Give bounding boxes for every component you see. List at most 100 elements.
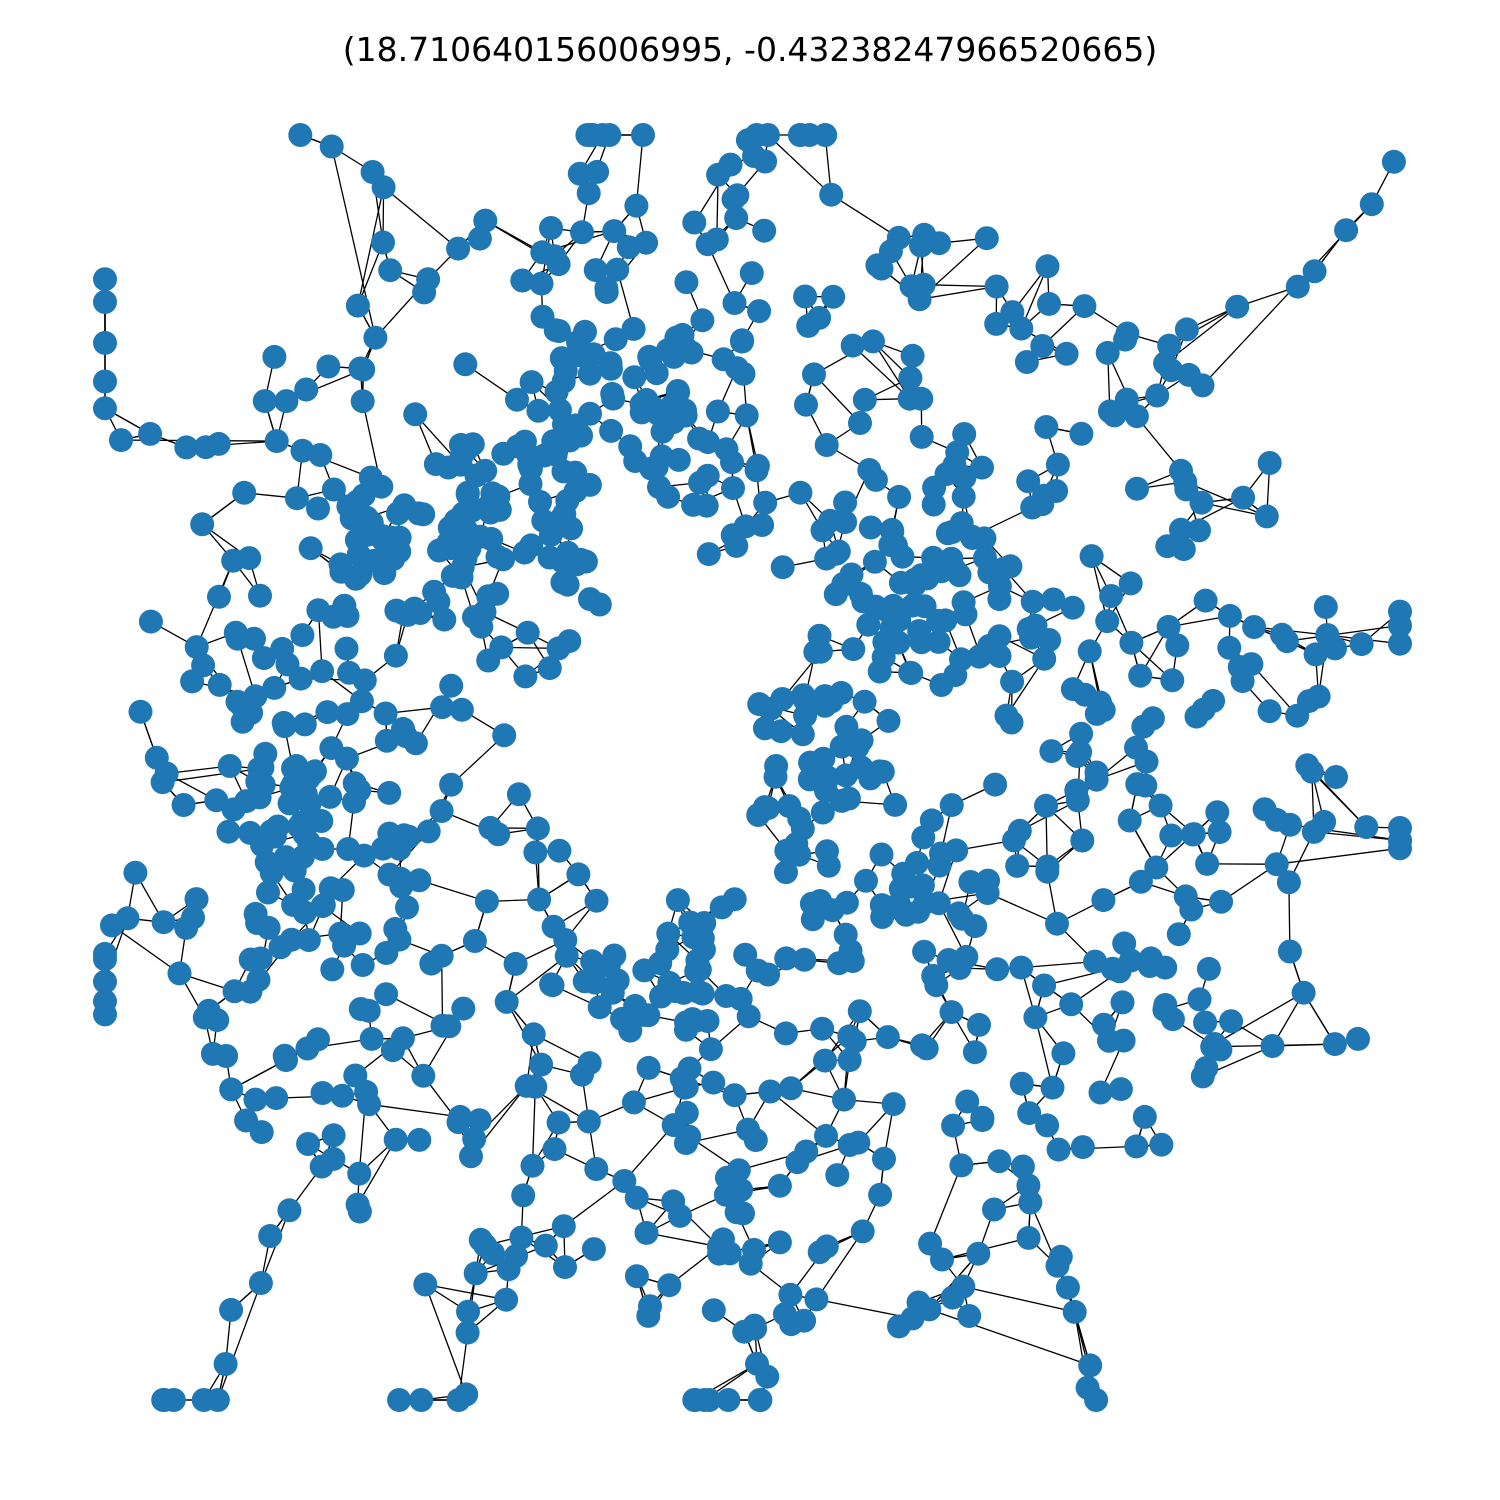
graph-node bbox=[270, 636, 295, 661]
graph-node bbox=[792, 947, 817, 972]
graph-node bbox=[315, 700, 340, 725]
graph-node bbox=[582, 970, 607, 995]
graph-node bbox=[600, 980, 625, 1005]
graph-node bbox=[721, 476, 745, 501]
graph-node bbox=[730, 329, 754, 354]
graph-edge bbox=[987, 892, 1058, 925]
graph-node bbox=[829, 734, 854, 759]
graph-node bbox=[958, 870, 983, 894]
graph-node bbox=[800, 907, 825, 932]
graph-node bbox=[509, 1225, 534, 1250]
graph-node bbox=[636, 1303, 661, 1328]
graph-edge bbox=[217, 1282, 262, 1401]
graph-node bbox=[974, 226, 999, 251]
graph-node bbox=[998, 554, 1023, 579]
graph-node bbox=[1242, 615, 1267, 639]
graph-node bbox=[296, 928, 321, 953]
graph-node bbox=[778, 1076, 803, 1101]
graph-node bbox=[450, 519, 475, 544]
graph-node bbox=[1099, 584, 1124, 608]
graph-node bbox=[656, 921, 681, 946]
graph-node bbox=[767, 1173, 792, 1198]
graph-edge bbox=[815, 1231, 864, 1300]
graph-node bbox=[1059, 992, 1084, 1017]
graph-node bbox=[463, 1261, 488, 1286]
graph-node bbox=[526, 398, 551, 423]
graph-node bbox=[294, 377, 319, 402]
graph-node bbox=[1108, 1077, 1133, 1102]
graph-node bbox=[752, 716, 777, 741]
graph-node bbox=[1037, 628, 1062, 652]
graph-node bbox=[774, 946, 799, 971]
graph-node bbox=[1002, 828, 1026, 853]
graph-node bbox=[216, 819, 241, 844]
graph-node bbox=[900, 343, 925, 368]
graph-node bbox=[772, 1302, 797, 1327]
graph-node bbox=[93, 969, 117, 994]
graph-node bbox=[622, 365, 647, 390]
graph-node bbox=[814, 546, 839, 571]
graph-node bbox=[858, 515, 883, 540]
graph-node bbox=[1048, 1244, 1073, 1269]
graph-node bbox=[1091, 888, 1116, 913]
graph-node bbox=[378, 525, 403, 550]
graph-node bbox=[479, 526, 504, 551]
graph-node bbox=[632, 958, 657, 983]
graph-node bbox=[585, 159, 610, 184]
graph-node bbox=[1041, 587, 1066, 612]
graph-node bbox=[290, 623, 315, 648]
graph-node bbox=[832, 1087, 856, 1112]
graph-node bbox=[478, 815, 503, 840]
graph-node bbox=[243, 1087, 268, 1112]
graph-node bbox=[970, 1108, 995, 1133]
graph-node bbox=[899, 661, 924, 685]
graph-node bbox=[1079, 544, 1104, 569]
graph-node bbox=[793, 703, 818, 728]
graph-node bbox=[555, 572, 580, 597]
graph-node bbox=[514, 1073, 539, 1098]
graph-node bbox=[563, 479, 588, 504]
graph-node bbox=[833, 763, 858, 788]
graph-node bbox=[528, 489, 552, 514]
graph-node bbox=[378, 258, 403, 283]
graph-node bbox=[505, 387, 529, 412]
graph-node bbox=[310, 1081, 335, 1105]
graph-node bbox=[933, 608, 958, 633]
graph-node bbox=[692, 1388, 717, 1412]
graph-node bbox=[767, 1230, 792, 1255]
graph-node bbox=[716, 1388, 741, 1412]
graph-node bbox=[245, 769, 270, 794]
graph-node bbox=[167, 961, 192, 986]
graph-node bbox=[1023, 1005, 1048, 1030]
graph-node bbox=[200, 1041, 225, 1066]
graph-node bbox=[1315, 623, 1340, 647]
graph-node bbox=[701, 1298, 726, 1323]
graph-node bbox=[1039, 739, 1064, 764]
graph-node bbox=[1131, 714, 1156, 739]
graph-node bbox=[321, 1123, 346, 1148]
graph-node bbox=[939, 793, 964, 818]
graph-node bbox=[862, 549, 887, 574]
graph-node bbox=[1156, 614, 1181, 639]
graph-node bbox=[881, 1092, 906, 1117]
graph-node bbox=[739, 261, 764, 286]
graph-node bbox=[868, 1182, 893, 1207]
graph-edge bbox=[919, 285, 997, 300]
graph-node bbox=[1217, 635, 1242, 660]
graph-edge bbox=[963, 1285, 1075, 1313]
graph-node bbox=[687, 426, 712, 451]
graph-node bbox=[318, 784, 343, 809]
graph-node bbox=[371, 836, 395, 861]
graph-edge bbox=[646, 1232, 720, 1248]
graph-node bbox=[93, 947, 117, 972]
graph-node bbox=[687, 957, 712, 982]
graph-node bbox=[321, 477, 346, 502]
graph-node bbox=[219, 1077, 244, 1102]
graph-node bbox=[234, 1108, 259, 1133]
graph-node bbox=[411, 1063, 436, 1088]
graph-node bbox=[577, 1051, 602, 1076]
graph-node bbox=[1100, 956, 1125, 981]
graph-node bbox=[744, 458, 769, 483]
graph-node bbox=[1118, 571, 1143, 596]
graph-node bbox=[546, 636, 571, 661]
